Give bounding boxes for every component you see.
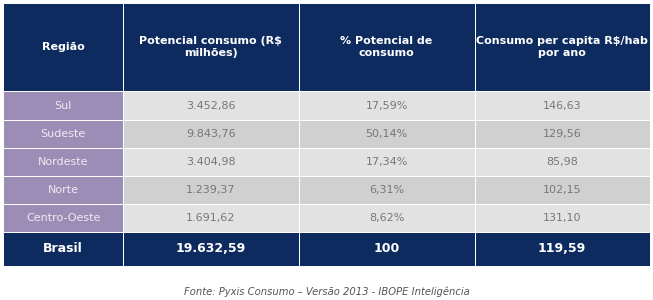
FancyBboxPatch shape [475, 176, 650, 204]
FancyBboxPatch shape [298, 176, 475, 204]
FancyBboxPatch shape [298, 92, 475, 120]
Text: 129,56: 129,56 [543, 129, 582, 139]
FancyBboxPatch shape [475, 92, 650, 120]
Text: 9.843,76: 9.843,76 [186, 129, 236, 139]
FancyBboxPatch shape [298, 204, 475, 232]
FancyBboxPatch shape [3, 204, 123, 232]
Text: 17,34%: 17,34% [366, 157, 408, 167]
FancyBboxPatch shape [298, 120, 475, 148]
Text: Nordeste: Nordeste [38, 157, 88, 167]
FancyBboxPatch shape [3, 232, 123, 266]
FancyBboxPatch shape [123, 92, 298, 120]
FancyBboxPatch shape [3, 176, 123, 204]
FancyBboxPatch shape [298, 3, 475, 92]
FancyBboxPatch shape [475, 3, 650, 92]
FancyBboxPatch shape [298, 148, 475, 176]
Text: 50,14%: 50,14% [366, 129, 407, 139]
Text: % Potencial de
consumo: % Potencial de consumo [340, 36, 433, 58]
Text: Sul: Sul [54, 100, 72, 110]
Text: 85,98: 85,98 [546, 157, 578, 167]
FancyBboxPatch shape [475, 148, 650, 176]
Text: 8,62%: 8,62% [369, 213, 404, 223]
Text: 17,59%: 17,59% [366, 100, 408, 110]
FancyBboxPatch shape [123, 148, 298, 176]
Text: Fonte: Pyxis Consumo – Versão 2013 - IBOPE Inteligência: Fonte: Pyxis Consumo – Versão 2013 - IBO… [183, 286, 470, 297]
Text: 6,31%: 6,31% [369, 185, 404, 195]
FancyBboxPatch shape [3, 120, 123, 148]
Text: 1.239,37: 1.239,37 [186, 185, 236, 195]
FancyBboxPatch shape [123, 204, 298, 232]
Text: 1.691,62: 1.691,62 [186, 213, 236, 223]
Text: Região: Região [42, 42, 84, 52]
Text: 100: 100 [374, 242, 400, 255]
Text: 3.452,86: 3.452,86 [186, 100, 236, 110]
FancyBboxPatch shape [123, 3, 298, 92]
Text: Norte: Norte [48, 185, 78, 195]
FancyBboxPatch shape [3, 148, 123, 176]
FancyBboxPatch shape [123, 120, 298, 148]
FancyBboxPatch shape [123, 176, 298, 204]
Text: Brasil: Brasil [43, 242, 83, 255]
Text: 102,15: 102,15 [543, 185, 581, 195]
Text: 3.404,98: 3.404,98 [186, 157, 236, 167]
Text: Sudeste: Sudeste [40, 129, 86, 139]
FancyBboxPatch shape [475, 120, 650, 148]
FancyBboxPatch shape [3, 3, 123, 92]
Text: 131,10: 131,10 [543, 213, 581, 223]
Text: Consumo per capita R$/hab
por ano: Consumo per capita R$/hab por ano [476, 36, 648, 58]
FancyBboxPatch shape [475, 204, 650, 232]
Text: Potencial consumo (R$
milhões): Potencial consumo (R$ milhões) [139, 36, 282, 58]
FancyBboxPatch shape [475, 232, 650, 266]
Text: Centro-Oeste: Centro-Oeste [26, 213, 101, 223]
Text: 119,59: 119,59 [538, 242, 586, 255]
Text: 146,63: 146,63 [543, 100, 581, 110]
FancyBboxPatch shape [3, 92, 123, 120]
FancyBboxPatch shape [123, 232, 298, 266]
Text: 19.632,59: 19.632,59 [176, 242, 246, 255]
FancyBboxPatch shape [298, 232, 475, 266]
